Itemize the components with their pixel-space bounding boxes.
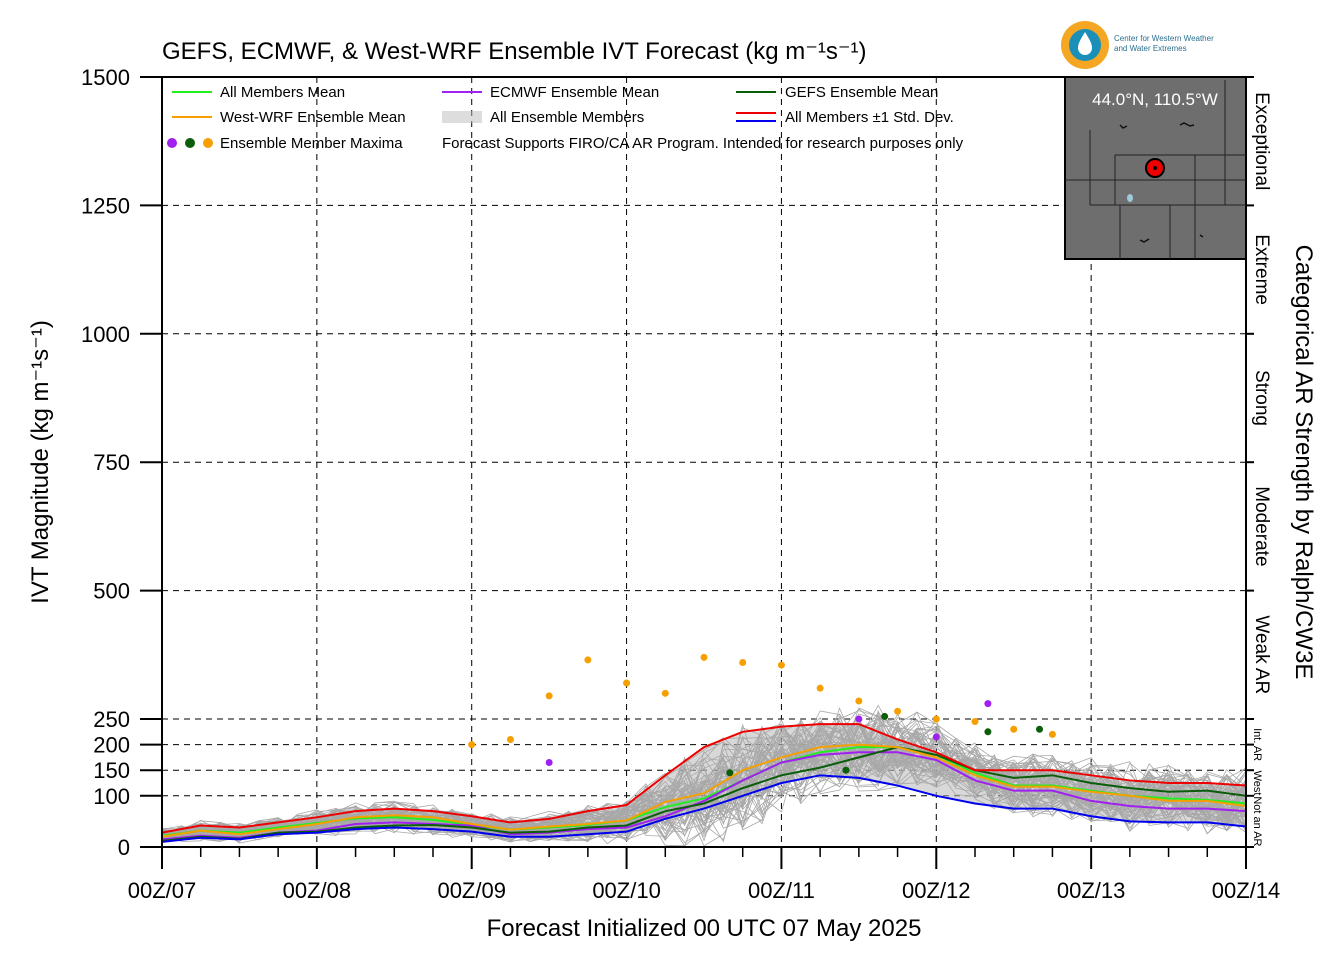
category-label: Moderate xyxy=(1251,486,1272,566)
y-tick-label: 200 xyxy=(93,733,130,758)
chart-note: Forecast Supports FIRO/CA AR Program. In… xyxy=(442,135,964,152)
maxima-point xyxy=(623,679,631,687)
y-tick-label: 500 xyxy=(93,579,130,604)
legend-label: All Members ±1 Std. Dev. xyxy=(785,109,954,126)
chart-title: GEFS, ECMWF, & West-WRF Ensemble IVT For… xyxy=(162,38,867,65)
ensemble-members xyxy=(161,704,1247,847)
maxima-point xyxy=(816,684,824,692)
x-tick-label: 00Z/07 xyxy=(128,878,197,903)
ensemble-member-line xyxy=(161,722,1247,838)
legend-item: All Ensemble Members xyxy=(442,109,644,126)
legend-item: GEFS Ensemble Mean xyxy=(736,84,938,101)
inset-location-label: 44.0°N, 110.5°W xyxy=(1092,90,1218,109)
maxima-point xyxy=(584,656,592,664)
maxima-point xyxy=(932,733,940,741)
category-label: Weak AR xyxy=(1251,615,1272,694)
maxima-point xyxy=(506,735,514,743)
logo-text-line1: Center for Western Weather xyxy=(1114,34,1214,43)
legend-dot-icon xyxy=(203,138,213,148)
ensemble-maxima xyxy=(468,653,1056,777)
legend-label: ECMWF Ensemble Mean xyxy=(490,84,659,101)
y-tick-label: 1250 xyxy=(81,193,130,218)
y-axis-label: IVT Magnitude (kg m⁻¹s⁻¹) xyxy=(27,320,54,604)
ensemble-member-line xyxy=(161,717,1247,840)
x-tick-label: 00Z/09 xyxy=(437,878,506,903)
legend-dot-icon xyxy=(185,138,195,148)
series-gefs-ensemble-mean xyxy=(161,746,1247,842)
y-tick-label: 750 xyxy=(93,450,130,475)
y-tick-label: 150 xyxy=(93,758,130,783)
category-label: Strong xyxy=(1251,370,1272,426)
category-label: Exceptional xyxy=(1251,92,1272,190)
cw3e-logo: Center for Western Weather and Water Ext… xyxy=(1061,21,1214,69)
y-tick-label: 1500 xyxy=(81,65,130,90)
maxima-point xyxy=(545,692,553,700)
category-label: Extreme xyxy=(1251,234,1272,305)
location-inset-map: 44.0°N, 110.5°W xyxy=(1064,76,1247,260)
legend: All Members Mean ECMWF Ensemble Mean GEFS … xyxy=(167,84,964,152)
legend-item: West-WRF Ensemble Mean xyxy=(172,109,406,126)
maxima-point xyxy=(984,700,992,708)
maxima-point xyxy=(842,766,850,774)
x-tick-label: 00Z/12 xyxy=(902,878,971,903)
x-tick-label: 00Z/11 xyxy=(748,878,815,903)
legend-label: All Members Mean xyxy=(220,84,345,101)
maxima-point xyxy=(855,697,863,705)
x-tick-label: 00Z/10 xyxy=(592,878,661,903)
maxima-point xyxy=(661,689,669,697)
maxima-point xyxy=(739,659,747,667)
ensemble-member-line xyxy=(161,746,1247,842)
series-west-wrf-ensemble-mean xyxy=(161,743,1247,838)
x-tick-label: 00Z/08 xyxy=(283,878,352,903)
legend-item: Ensemble Member Maxima xyxy=(167,135,403,152)
maxima-point xyxy=(1048,730,1056,738)
y-tick-label: 100 xyxy=(93,784,130,809)
maxima-point xyxy=(881,712,889,720)
right-axis-label: Categorical AR Strength by Ralph/CW3E xyxy=(1290,245,1317,680)
legend-item: All Members Mean xyxy=(172,84,345,101)
legend-label: GEFS Ensemble Mean xyxy=(785,84,938,101)
legend-label: Ensemble Member Maxima xyxy=(220,135,403,152)
maxima-point xyxy=(468,741,476,749)
maxima-point xyxy=(1010,725,1018,733)
maxima-point xyxy=(984,728,992,736)
category-label: West xyxy=(1251,771,1263,796)
maxima-point xyxy=(932,715,940,723)
category-label: Not an AR xyxy=(1251,796,1263,846)
y-tick-label: 0 xyxy=(118,835,130,860)
series-all-members-1-std-dev xyxy=(161,723,1247,834)
maxima-point xyxy=(894,707,902,715)
y-tick-label: 250 xyxy=(93,707,130,732)
maxima-point xyxy=(777,661,785,669)
category-label: Int. AR xyxy=(1251,728,1263,761)
legend-label: West-WRF Ensemble Mean xyxy=(220,109,406,126)
maxima-point xyxy=(1036,725,1044,733)
legend-item: All Members ±1 Std. Dev. xyxy=(736,109,954,126)
maxima-point xyxy=(700,653,708,661)
ensemble-member-line xyxy=(161,723,1247,839)
legend-dot-icon xyxy=(167,138,177,148)
series-all-members-1-std-dev xyxy=(161,774,1247,843)
maxima-point xyxy=(855,715,863,723)
legend-label: All Ensemble Members xyxy=(490,109,644,126)
logo-text-line2: and Water Extremes xyxy=(1114,44,1187,53)
series-lines xyxy=(161,723,1247,843)
x-tick-label: 00Z/13 xyxy=(1057,878,1126,903)
x-axis-label: Forecast Initialized 00 UTC 07 May 2025 xyxy=(487,915,922,942)
maxima-point xyxy=(545,759,553,767)
legend-item: ECMWF Ensemble Mean xyxy=(442,84,659,101)
maxima-point xyxy=(971,718,979,726)
series-ecmwf-ensemble-mean xyxy=(161,751,1247,841)
maxima-point xyxy=(726,769,734,777)
y-tick-label: 1000 xyxy=(81,322,130,347)
x-tick-label: 00Z/14 xyxy=(1212,878,1281,903)
